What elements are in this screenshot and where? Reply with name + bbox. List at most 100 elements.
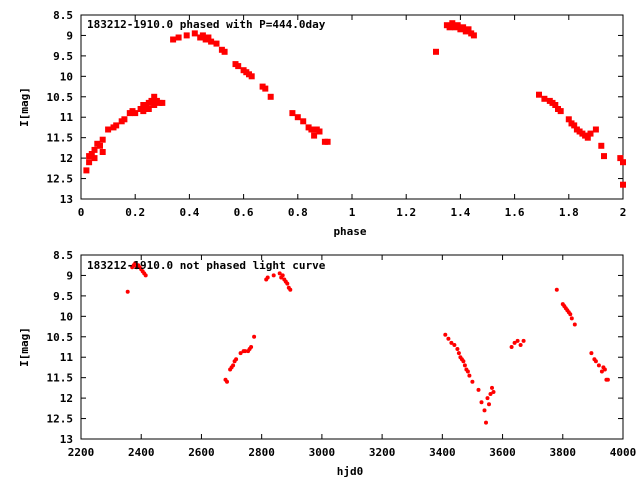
x-tick-label: 0.8	[288, 206, 308, 219]
data-point	[521, 338, 526, 343]
y-tick-label: 11	[60, 351, 74, 364]
data-point	[151, 93, 158, 100]
data-point	[199, 32, 206, 39]
data-point	[225, 379, 229, 384]
x-tick-label: 2800	[248, 446, 275, 459]
data-point	[596, 363, 601, 368]
data-point	[536, 91, 542, 98]
data-point	[151, 102, 158, 108]
x-tick-label: 3400	[429, 446, 456, 459]
data-point	[288, 287, 293, 292]
x-tick-label: 2	[620, 206, 627, 219]
x-tick-label: 1.6	[505, 206, 525, 219]
y-tick-label: 9	[66, 29, 73, 42]
x-tick-label: 3600	[489, 446, 516, 459]
data-point	[280, 273, 285, 278]
data-point	[552, 102, 559, 108]
tick-group: 0 0.2 0.4 0.6 0.8 1 1.2 1.4 1.6 1.8 2 8.5 9 9.5 10 10.5…	[47, 9, 627, 219]
data-point	[208, 38, 215, 45]
y-tick-label: 11.5	[47, 372, 74, 385]
data-point	[491, 390, 496, 394]
chart-title: 183212-1910.0 not phased light curve	[87, 259, 326, 272]
data-point	[285, 281, 290, 286]
data-point	[86, 159, 93, 166]
data-point	[234, 357, 239, 362]
data-point	[584, 134, 591, 141]
x-tick-label: 0	[78, 206, 85, 219]
data-point	[113, 122, 120, 129]
data-point	[512, 340, 517, 345]
data-point	[465, 369, 470, 374]
data-point	[617, 155, 624, 162]
y-tick-label: 8.5	[53, 249, 73, 262]
data-point	[599, 369, 604, 374]
data-point	[143, 273, 148, 278]
data-point	[589, 351, 594, 356]
x-tick-label: 2200	[68, 446, 95, 459]
data-point	[133, 261, 138, 266]
data-point	[183, 32, 190, 39]
data-point	[518, 343, 523, 347]
data-point	[569, 316, 574, 321]
data-point	[248, 73, 255, 80]
x-tick-label: 4000	[610, 446, 637, 459]
data-point	[470, 379, 475, 384]
data-point	[446, 336, 451, 341]
data-point	[557, 108, 564, 115]
data-point	[294, 114, 301, 121]
unphased-light-curve-panel: 2200 2400 2600 2800 3000 3200 3400 3600 3800 4000…	[18, 249, 636, 478]
data-point	[452, 343, 457, 347]
y-tick-label: 11	[60, 111, 74, 124]
data-point	[231, 363, 236, 368]
data-point	[191, 30, 198, 37]
x-tick-label: 2400	[128, 446, 155, 459]
data-point	[221, 48, 228, 55]
plot-frame	[80, 14, 624, 200]
x-axis-label: hjd0	[337, 465, 364, 478]
data-point	[462, 363, 467, 368]
data-point	[140, 108, 147, 115]
y-tick-label: 9.5	[53, 290, 73, 303]
data-point	[277, 271, 282, 276]
y-axis-label: I[mag]	[18, 327, 31, 367]
y-tick-label: 9.5	[53, 50, 73, 63]
x-tick-label: 3000	[309, 446, 336, 459]
data-point	[311, 132, 318, 139]
data-point	[465, 26, 472, 33]
data-points	[125, 261, 610, 425]
y-tick-label: 12	[60, 392, 73, 405]
data-point	[509, 345, 514, 349]
data-point	[488, 392, 493, 396]
data-point	[515, 338, 520, 343]
x-axis-label: phase	[333, 225, 366, 238]
x-tick-label: 1.4	[450, 206, 470, 219]
data-point	[99, 136, 106, 143]
data-point	[159, 99, 166, 106]
data-point	[541, 95, 548, 102]
data-point	[316, 128, 323, 135]
data-point	[97, 142, 103, 149]
data-point	[490, 385, 494, 390]
y-tick-label: 10.5	[47, 91, 74, 104]
data-point	[593, 359, 598, 364]
data-point	[300, 118, 307, 125]
data-point	[265, 275, 270, 280]
data-point	[91, 146, 98, 153]
data-point	[443, 332, 448, 337]
data-point	[482, 408, 487, 413]
data-point	[105, 126, 112, 133]
chart-title: 183212-1910.0 phased with P=444.0day	[87, 18, 326, 31]
y-tick-label: 10	[60, 310, 73, 323]
data-point	[99, 149, 106, 155]
data-point	[170, 36, 177, 43]
data-point	[598, 142, 605, 149]
data-point	[205, 34, 212, 41]
data-point	[605, 377, 610, 382]
plot-frame	[80, 254, 624, 440]
data-point	[454, 22, 461, 29]
data-point	[83, 167, 90, 174]
data-point	[484, 420, 488, 425]
x-tick-label: 3200	[369, 446, 396, 459]
data-point	[125, 289, 130, 294]
data-point	[91, 155, 98, 162]
